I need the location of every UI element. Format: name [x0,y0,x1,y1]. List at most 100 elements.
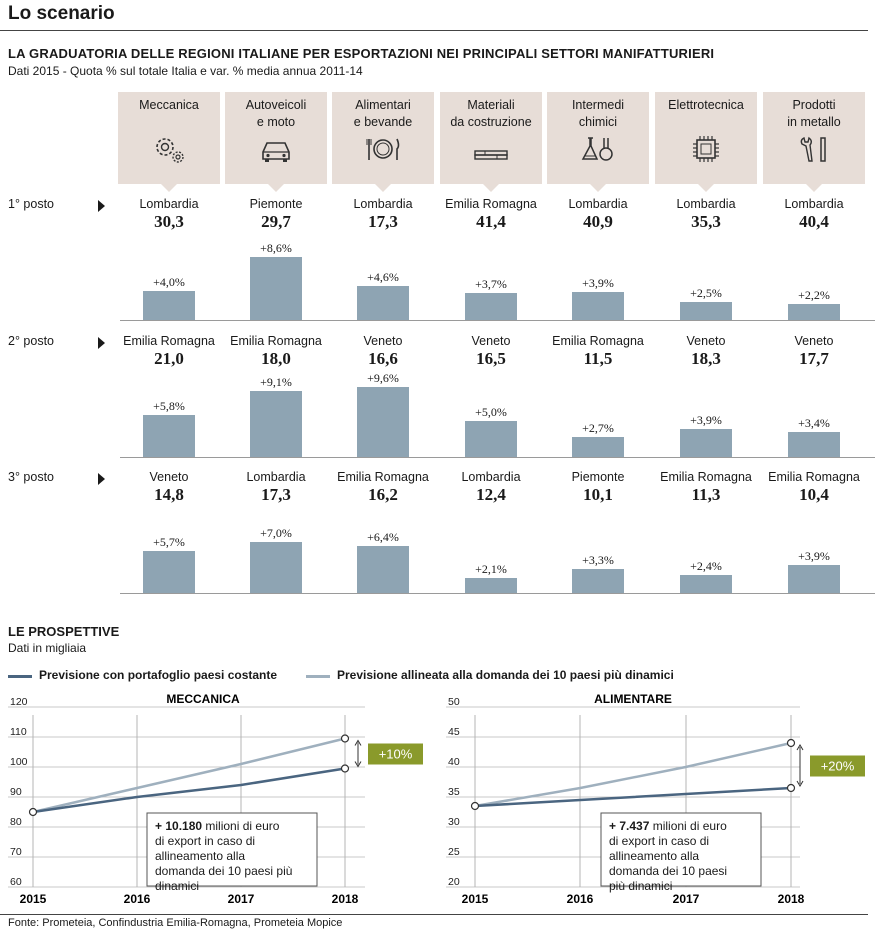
gears-icon [156,138,184,163]
share-value: 17,3 [261,485,291,504]
sector-header: Prodotti in metallo [763,92,865,192]
share-value: 18,3 [691,349,721,368]
growth-bar [465,292,517,320]
arrow-head-icon [796,780,804,787]
plate-cutlery-icon [366,138,400,160]
sector-label: Alimentari e bevande [332,97,434,131]
y-tick-label: 40 [448,756,460,768]
share-value: 41,4 [476,212,506,231]
growth-label: +5,0% [475,404,507,419]
note-line: allineamento alla [155,849,245,863]
growth-badge-label: +20% [821,759,855,774]
share-value: 21,0 [154,349,184,368]
growth-label: +9,1% [260,374,292,389]
growth-bar [465,420,517,457]
x-tick-label: 2016 [124,892,151,906]
series-line-dynamic [32,737,346,814]
data-point [786,783,796,793]
series-line-dynamic [474,741,792,808]
share-value: 40,4 [799,212,829,231]
region-name: Piemonte [249,197,303,211]
sector-pointer [268,184,284,192]
growth-bar [680,575,732,593]
region-name: Lombardia [139,197,199,211]
note-line: dinamici [155,879,199,893]
line-chart-alimentare: ALIMENTARE 20 25 30 35 40 45 50 2015 2016 2017 2018… [446,692,865,906]
growth-label: +2,4% [690,559,722,574]
chart-title: ALIMENTARE [594,692,672,706]
region-name: Emilia Romagna [230,334,322,348]
growth-bar [357,386,409,457]
growth-bar [143,290,195,320]
data-point [340,764,350,773]
ranking-title: LA GRADUATORIA DELLE REGIONI ITALIANE PE… [8,46,715,61]
growth-bar [572,437,624,457]
bar-baseline [120,593,875,594]
share-value: 11,3 [691,485,721,504]
chart-title: MECCANICA [166,692,240,706]
sector-label-line2: in metallo [787,115,841,129]
y-tick-label: 45 [448,726,460,738]
growth-bar [465,577,517,593]
data-point [786,738,796,748]
x-tick-label: 2018 [778,892,805,906]
car-icon [262,142,290,162]
sector-pointer [590,184,606,192]
region-name: Lombardia [676,197,736,211]
rank-label: 3° posto [8,470,55,484]
prospects-line-charts: MECCANICA 60 70 80 90 100 110 120 2015 2016 2017 20… [8,692,865,906]
sector-header: Intermedi chimici [547,92,649,192]
region-name: Emilia Romagna [123,334,215,348]
series-line-constant [32,767,346,814]
growth-label: +3,3% [582,552,614,567]
source-note: Fonte: Prometeia, Confindustria Emilia-R… [8,917,343,929]
legend-label-constant: Previsione con portafoglio paesi costant… [39,668,278,682]
bar-baseline [120,320,875,321]
growth-bar [143,551,195,593]
note-line: di export in caso di [609,834,709,848]
chip-icon [693,136,719,162]
bar-baseline [120,457,875,458]
sector-label-line1: Alimentari [355,98,411,112]
growth-bar [680,428,732,457]
sector-header: Meccanica [118,92,220,192]
ranking-subtitle: Dati 2015 - Quota % sul totale Italia e … [8,64,363,78]
page-title: Lo scenario [8,3,115,24]
region-name: Veneto [686,334,726,348]
growth-label: +3,9% [798,548,830,563]
sector-header: Elettrotecnica [655,92,757,192]
y-tick-label: 30 [448,816,460,828]
region-name: Veneto [363,334,403,348]
data-point [470,801,480,811]
legend-label-dynamic: Previsione allineata alla domanda dei 10… [337,668,674,682]
note-line: domanda dei 10 paesi più [155,864,292,878]
sector-label-line2: e bevande [353,115,413,129]
share-value: 11,5 [583,349,613,368]
share-value: 16,5 [476,349,506,368]
x-tick-label: 2015 [20,892,47,906]
region-name: Lombardia [784,197,844,211]
growth-label: +2,7% [582,421,614,436]
data-point [28,807,38,817]
sector-label: Elettrotecnica [655,97,757,114]
y-tick-label: 50 [448,696,460,708]
x-tick-label: 2018 [332,892,359,906]
growth-bar [250,390,302,457]
growth-badge-label: +10% [379,747,413,762]
growth-label: +7,0% [260,525,292,540]
region-name: Veneto [794,334,834,348]
y-tick-label: 35 [448,786,460,798]
share-value: 40,9 [583,212,613,231]
sector-label-line1: Elettrotecnica [668,98,744,112]
share-value: 14,8 [154,485,184,504]
sector-label-line1: Materiali [467,98,515,112]
sector-header: Alimentari e bevande [332,92,434,192]
x-tick-label: 2016 [567,892,594,906]
bricks-icon [474,150,508,160]
region-name: Lombardia [353,197,413,211]
note-amount: + 7.437 [609,819,653,833]
sector-label-line1: Prodotti [792,98,836,112]
growth-label: +8,6% [260,241,292,256]
growth-bar [250,257,302,320]
y-tick-label: 20 [448,876,460,888]
